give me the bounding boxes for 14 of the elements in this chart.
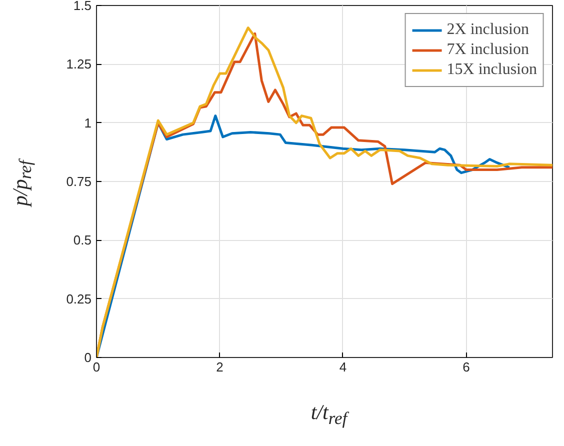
legend-label: 15X inclusion [446, 61, 537, 79]
x-tick-label: 2 [216, 360, 224, 374]
x-tick-label: 4 [339, 360, 347, 374]
x-tick-label: 6 [462, 360, 470, 374]
x-axis-title: t/t$_{ref}$ [310, 400, 348, 428]
y-tick-label: 0 [84, 350, 92, 365]
y-tick-label: 1.5 [73, 0, 92, 13]
legend-label: 2X inclusion [446, 21, 529, 39]
y-tick-label: 1 [84, 115, 92, 130]
y-tick-label: 0.25 [66, 291, 92, 306]
legend-label: 7X inclusion [446, 41, 529, 59]
y-tick-label: 0.75 [66, 174, 92, 189]
y-tick-label: 1.25 [66, 56, 92, 72]
y-tick-label: 0.5 [73, 232, 92, 248]
